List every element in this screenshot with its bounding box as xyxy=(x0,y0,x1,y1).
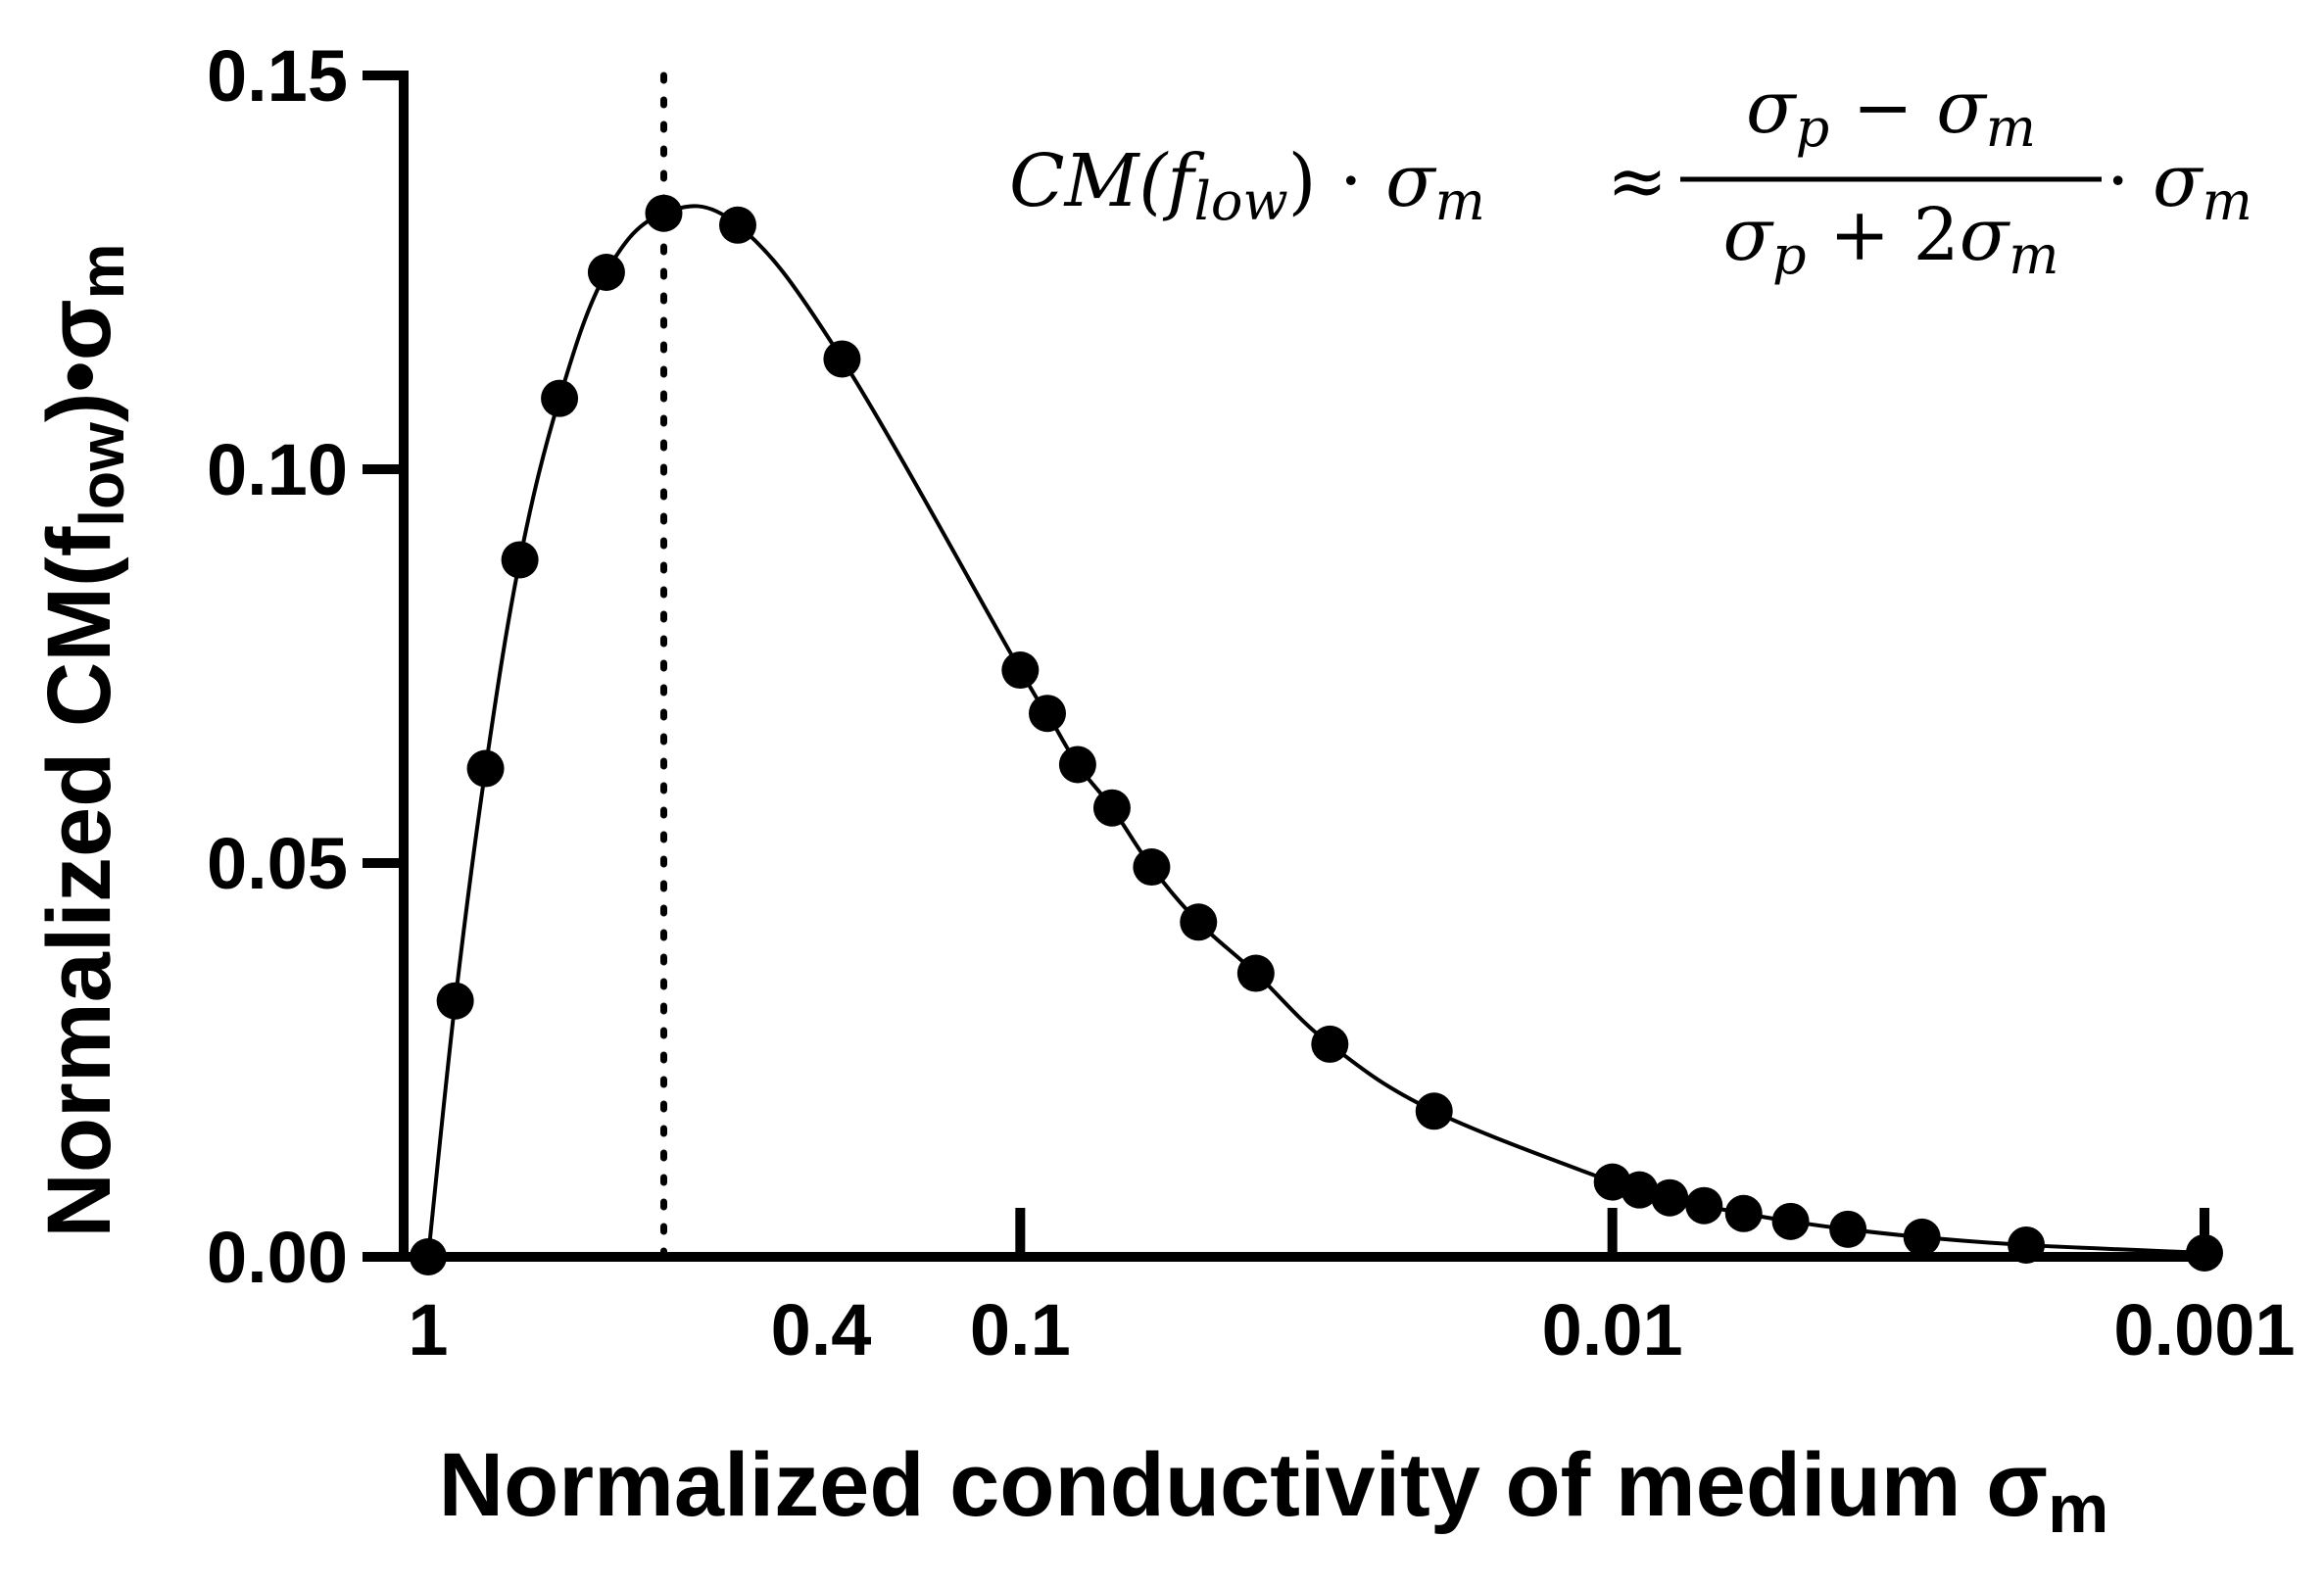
data-point xyxy=(587,254,625,291)
data-point xyxy=(645,194,683,232)
y-axis-title: Normalized CM(flow)•σm xyxy=(29,243,137,1237)
y-tick-label: 0.05 xyxy=(207,823,348,904)
data-point xyxy=(2008,1226,2046,1264)
data-point xyxy=(1058,745,1096,784)
data-point xyxy=(1311,1025,1349,1063)
data-point xyxy=(1180,903,1218,941)
y-tick-label: 0.00 xyxy=(207,1217,348,1298)
data-point xyxy=(1001,651,1040,690)
equation-rhs: · σm xyxy=(2106,139,2252,232)
data-point xyxy=(1621,1171,1659,1209)
x-tick-label: 1 xyxy=(408,1289,448,1370)
data-point xyxy=(1903,1218,1941,1256)
series-line xyxy=(426,204,2205,1258)
equation-lhs: CM(flow) · σm xyxy=(1009,139,1485,232)
y-tick-label: 0.10 xyxy=(207,429,348,510)
data-point xyxy=(823,340,861,378)
data-point xyxy=(436,982,474,1020)
data-point xyxy=(2186,1233,2223,1272)
data-point xyxy=(410,1238,447,1275)
ticks: 0.00 0.05 0.10 0.15 1 0.4 0.1 0.01 0.001 xyxy=(207,35,2296,1370)
y-tick-label: 0.15 xyxy=(207,35,348,117)
data-point xyxy=(1724,1194,1763,1232)
data-point xyxy=(1028,695,1066,733)
data-point xyxy=(718,206,756,244)
data-point xyxy=(541,379,579,417)
data-point xyxy=(1415,1092,1453,1130)
axes xyxy=(399,71,2209,1262)
x-tick-label: 0.01 xyxy=(1542,1289,1683,1370)
equation-denominator: σp + 2σm xyxy=(1723,193,2059,286)
equation-numerator: σp − σm xyxy=(1746,66,2036,159)
data-point xyxy=(1133,848,1171,887)
x-axis-title: Normalized conductivity of medium σm xyxy=(439,1435,2109,1547)
x-tick-label: 0.4 xyxy=(771,1289,872,1370)
data-point xyxy=(1236,954,1275,992)
data-point xyxy=(1685,1186,1723,1225)
data-point xyxy=(501,541,539,579)
data-point xyxy=(466,749,505,788)
data-series xyxy=(410,194,2223,1275)
x-tick-label: 0.001 xyxy=(2113,1289,2295,1370)
data-point xyxy=(1829,1210,1867,1248)
equation-approx: ≈ xyxy=(1607,139,1668,223)
data-point xyxy=(1651,1178,1689,1217)
x-tick-label: 0.1 xyxy=(970,1289,1071,1370)
data-point xyxy=(1771,1202,1810,1240)
data-point xyxy=(1092,789,1131,827)
equation-annotation: CM(flow) · σm ≈ σp − σm σp + 2σm · σm xyxy=(1009,66,2252,286)
